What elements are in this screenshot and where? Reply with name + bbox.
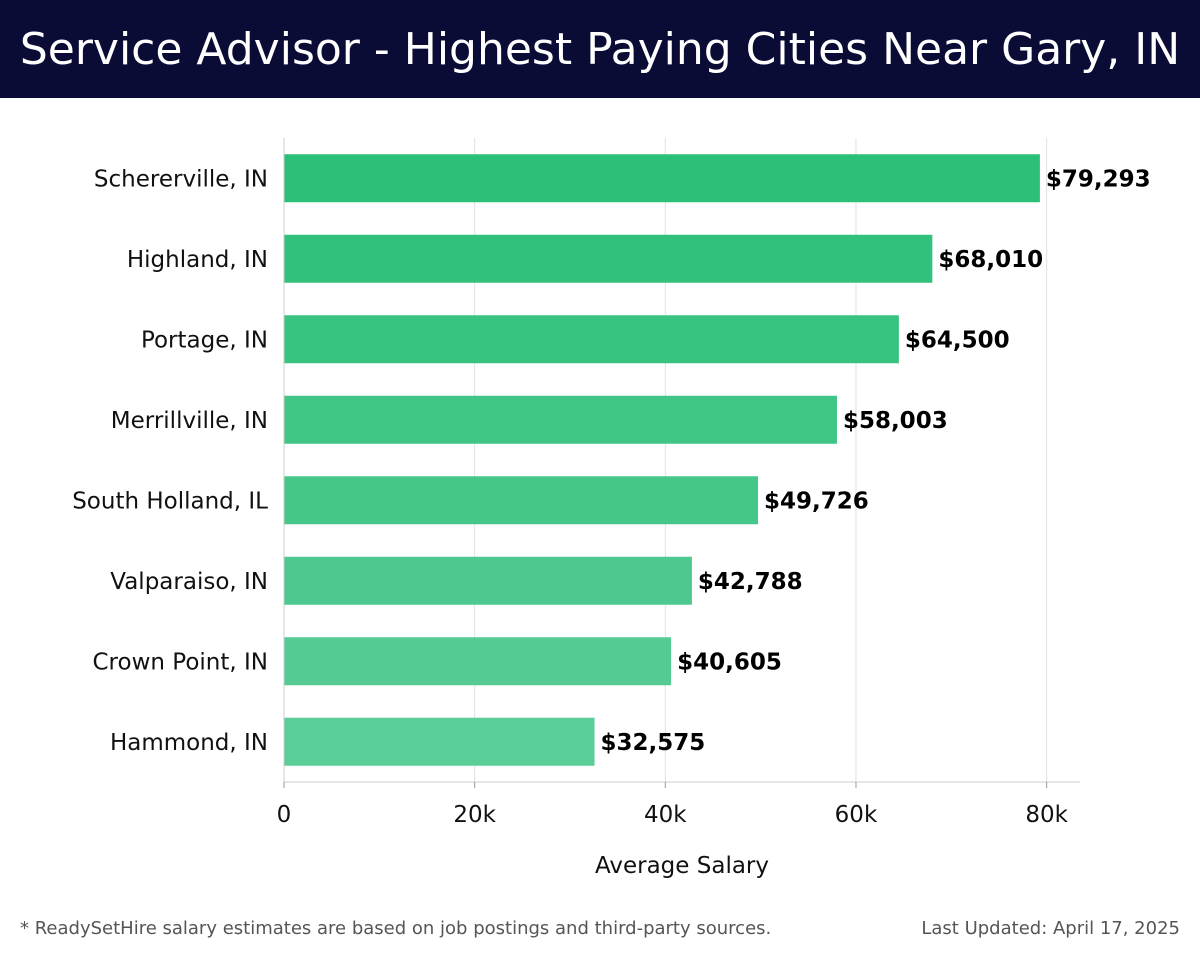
bar — [284, 395, 837, 444]
category-label: South Holland, IL — [72, 488, 268, 514]
category-label: Merrillville, IN — [111, 408, 268, 434]
bar — [284, 717, 595, 766]
bar — [284, 315, 899, 364]
value-label: $79,293 — [1046, 166, 1151, 192]
value-label: $58,003 — [843, 408, 948, 434]
category-label: Hammond, IN — [110, 730, 268, 756]
value-label: $32,575 — [601, 730, 706, 756]
value-labels: $79,293 $68,010 $64,500 $58,003 $49,726 $42,7… — [601, 166, 1151, 756]
x-tick-label: 40k — [644, 802, 687, 828]
bar — [284, 234, 933, 283]
value-label: $49,726 — [764, 488, 869, 514]
chart-area: Schererville, IN Highland, IN Portage, IN M… — [0, 98, 1200, 898]
x-tick-label: 0 — [277, 802, 292, 828]
x-tick-label: 60k — [835, 802, 878, 828]
x-axis-title: Average Salary — [595, 853, 769, 879]
category-label: Portage, IN — [141, 327, 268, 353]
footer-updated: Last Updated: April 17, 2025 — [921, 918, 1180, 939]
footer-note: * ReadySetHire salary estimates are base… — [20, 918, 772, 939]
x-axis: 0 20k 40k 60k 80k Average Salary — [277, 138, 1080, 879]
category-labels: Schererville, IN Highland, IN Portage, IN M… — [72, 166, 268, 756]
category-label: Schererville, IN — [94, 166, 268, 192]
x-tick-label: 80k — [1025, 802, 1068, 828]
bar — [284, 154, 1040, 203]
category-label: Valparaiso, IN — [110, 569, 268, 595]
value-label: $42,788 — [698, 569, 803, 595]
value-label: $68,010 — [938, 247, 1043, 273]
bars — [284, 154, 1040, 766]
x-tick-label: 20k — [453, 802, 496, 828]
page-title: Service Advisor - Highest Paying Cities … — [19, 23, 1181, 75]
value-label: $64,500 — [905, 327, 1010, 353]
bar-chart: Schererville, IN Highland, IN Portage, IN M… — [72, 138, 1151, 879]
category-label: Crown Point, IN — [93, 649, 269, 675]
bar — [284, 637, 672, 686]
value-label: $40,605 — [677, 649, 782, 675]
bar — [284, 476, 759, 525]
grid-lines — [283, 138, 1048, 782]
bar — [284, 556, 692, 605]
title-bar: Service Advisor - Highest Paying Cities … — [0, 0, 1200, 98]
category-label: Highland, IN — [127, 247, 268, 273]
